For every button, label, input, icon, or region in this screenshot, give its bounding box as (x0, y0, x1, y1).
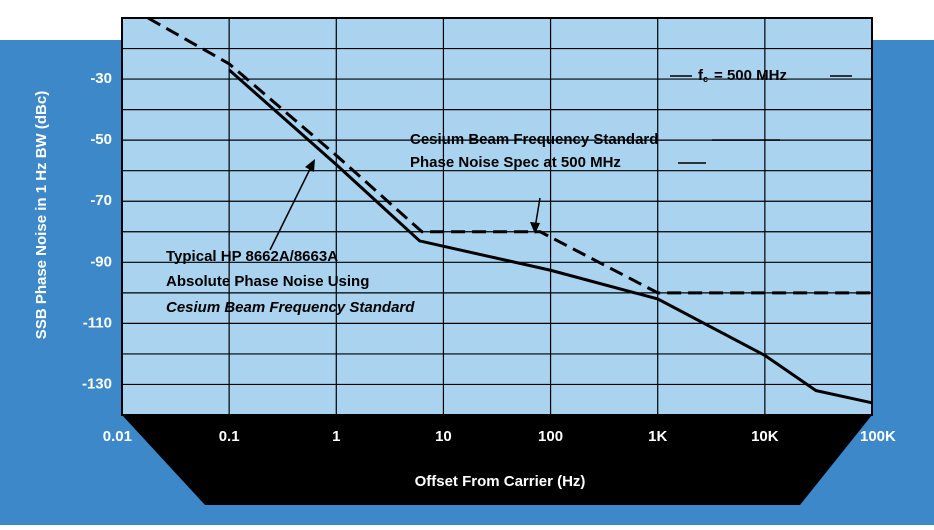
y-axis-label: SSB Phase Noise in 1 Hz BW (dBc) (33, 91, 50, 339)
line (228, 68, 873, 405)
y-tick-label: -50 (90, 131, 112, 148)
y-tick-label: -90 (90, 253, 112, 270)
line (147, 16, 872, 295)
arrow-head (530, 222, 540, 234)
arrow (269, 164, 313, 251)
x-tick-label: 100 (538, 428, 563, 445)
x-tick-label: 10K (751, 428, 779, 445)
annotation: Absolute Phase Noise Using (166, 273, 369, 290)
annotations: fc = 500 MHz Cesium Beam Frequency Standa… (166, 67, 852, 316)
annotation: Phase Noise Spec at 500 MHz (410, 154, 621, 171)
y-tick-label: -30 (90, 70, 112, 87)
x-tick-label: 1 (332, 428, 340, 445)
y-tick-label: -110 (83, 314, 112, 331)
x-tick-label: 100K (860, 428, 896, 445)
annotation: Cesium Beam Frequency Standard (166, 299, 415, 316)
annotation: Cesium Beam Frequency Standard (410, 131, 658, 148)
fc-label: fc = 500 MHz (698, 67, 787, 84)
arrow-head (305, 159, 315, 172)
x-tick-label: 10 (435, 428, 452, 445)
x-tick-label: 1K (648, 428, 667, 445)
x-axis-label: Offset From Carrier (Hz) (415, 473, 586, 490)
x-tick-label: 0.1 (219, 428, 240, 445)
y-tick-label: -70 (90, 192, 112, 209)
annotation: Typical HP 8662A/8663A (166, 248, 338, 265)
y-tick-label: -130 (82, 375, 112, 392)
x-tick-label: 0.01 (103, 428, 132, 445)
x-axis-band (122, 415, 872, 505)
y-tick-label: -10 (90, 9, 112, 26)
